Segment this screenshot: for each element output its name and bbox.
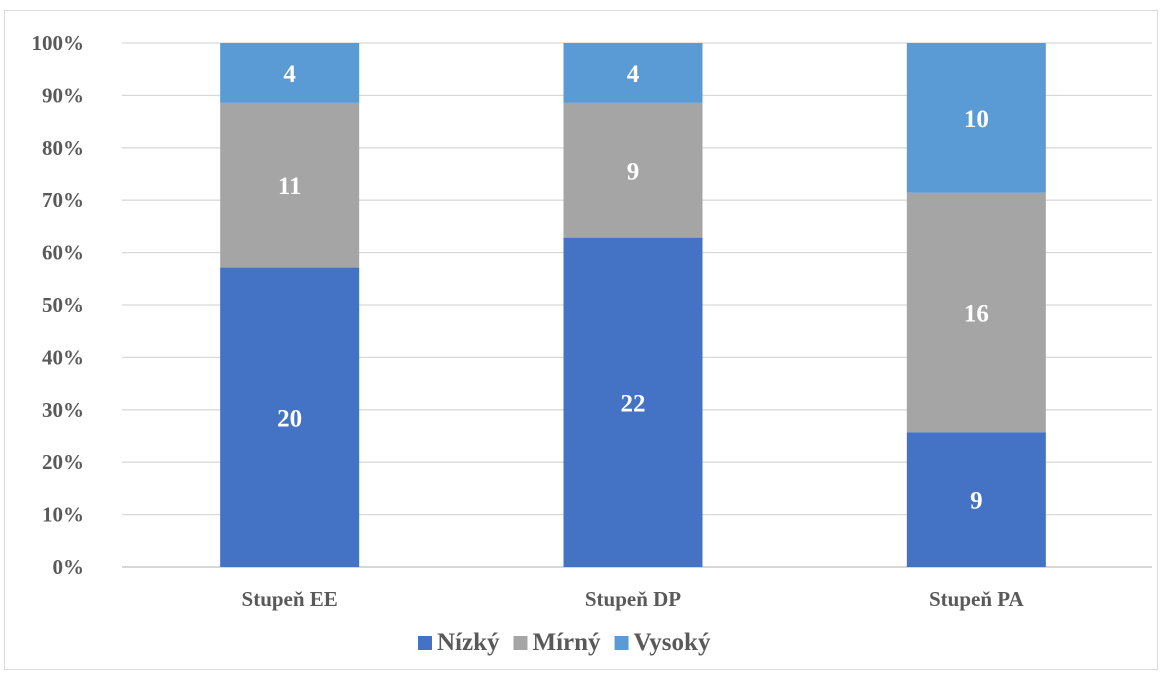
y-axis-ticks: 0% 10% 20% 30% 40% 50% 60% 70% 80% 90% 100% <box>32 31 85 579</box>
y-tick-label: 10% <box>42 503 84 527</box>
data-label: 16 <box>964 300 989 327</box>
data-labels: 20 11 4 22 9 4 9 16 10 <box>277 61 989 515</box>
chart-frame <box>4 10 1158 670</box>
bar-segment <box>906 432 1046 567</box>
data-label: 22 <box>621 390 646 417</box>
x-tick-label: Stupeň PA <box>929 587 1025 611</box>
data-label: 11 <box>278 173 302 200</box>
y-tick-label: 60% <box>42 241 84 265</box>
data-label: 4 <box>627 61 640 88</box>
data-label: 10 <box>964 106 989 133</box>
legend-item: Mírný <box>513 629 602 656</box>
y-tick-label: 30% <box>42 398 84 422</box>
data-label: 9 <box>970 488 983 515</box>
y-tick-label: 90% <box>42 83 84 107</box>
legend-item: Nízký <box>418 629 500 656</box>
bar-segment <box>220 267 360 567</box>
legend-swatch <box>513 636 528 650</box>
legend-swatch <box>614 636 629 650</box>
legend-item: Vysoký <box>614 629 711 656</box>
y-tick-label: 70% <box>42 188 84 212</box>
data-label: 4 <box>283 61 296 88</box>
data-label: 9 <box>627 158 640 185</box>
legend-label: Vysoký <box>634 629 711 656</box>
y-tick-label: 100% <box>32 31 85 55</box>
legend-label: Nízký <box>437 629 500 656</box>
legend-label: Mírný <box>533 629 602 656</box>
data-label: 20 <box>277 405 302 432</box>
bar-segment <box>906 192 1046 433</box>
bar-segment <box>563 102 703 238</box>
y-tick-label: 50% <box>42 293 84 317</box>
legend: Nízký Mírný Vysoký <box>418 629 711 656</box>
bar-segment <box>220 43 360 103</box>
bar-segment <box>563 237 703 567</box>
y-tick-label: 40% <box>42 345 84 369</box>
bar-segment <box>563 43 703 103</box>
y-tick-label: 0% <box>53 555 85 579</box>
bar-segment <box>220 102 360 268</box>
legend-swatch <box>418 636 432 650</box>
bars <box>220 43 1046 567</box>
y-tick-label: 20% <box>42 450 84 474</box>
x-tick-label: Stupeň EE <box>242 587 338 611</box>
x-tick-label: Stupeň DP <box>585 587 681 611</box>
y-tick-label: 80% <box>42 136 84 160</box>
bar-segment <box>906 43 1046 193</box>
x-axis-ticks: Stupeň EE Stupeň DP Stupeň PA <box>242 587 1025 611</box>
